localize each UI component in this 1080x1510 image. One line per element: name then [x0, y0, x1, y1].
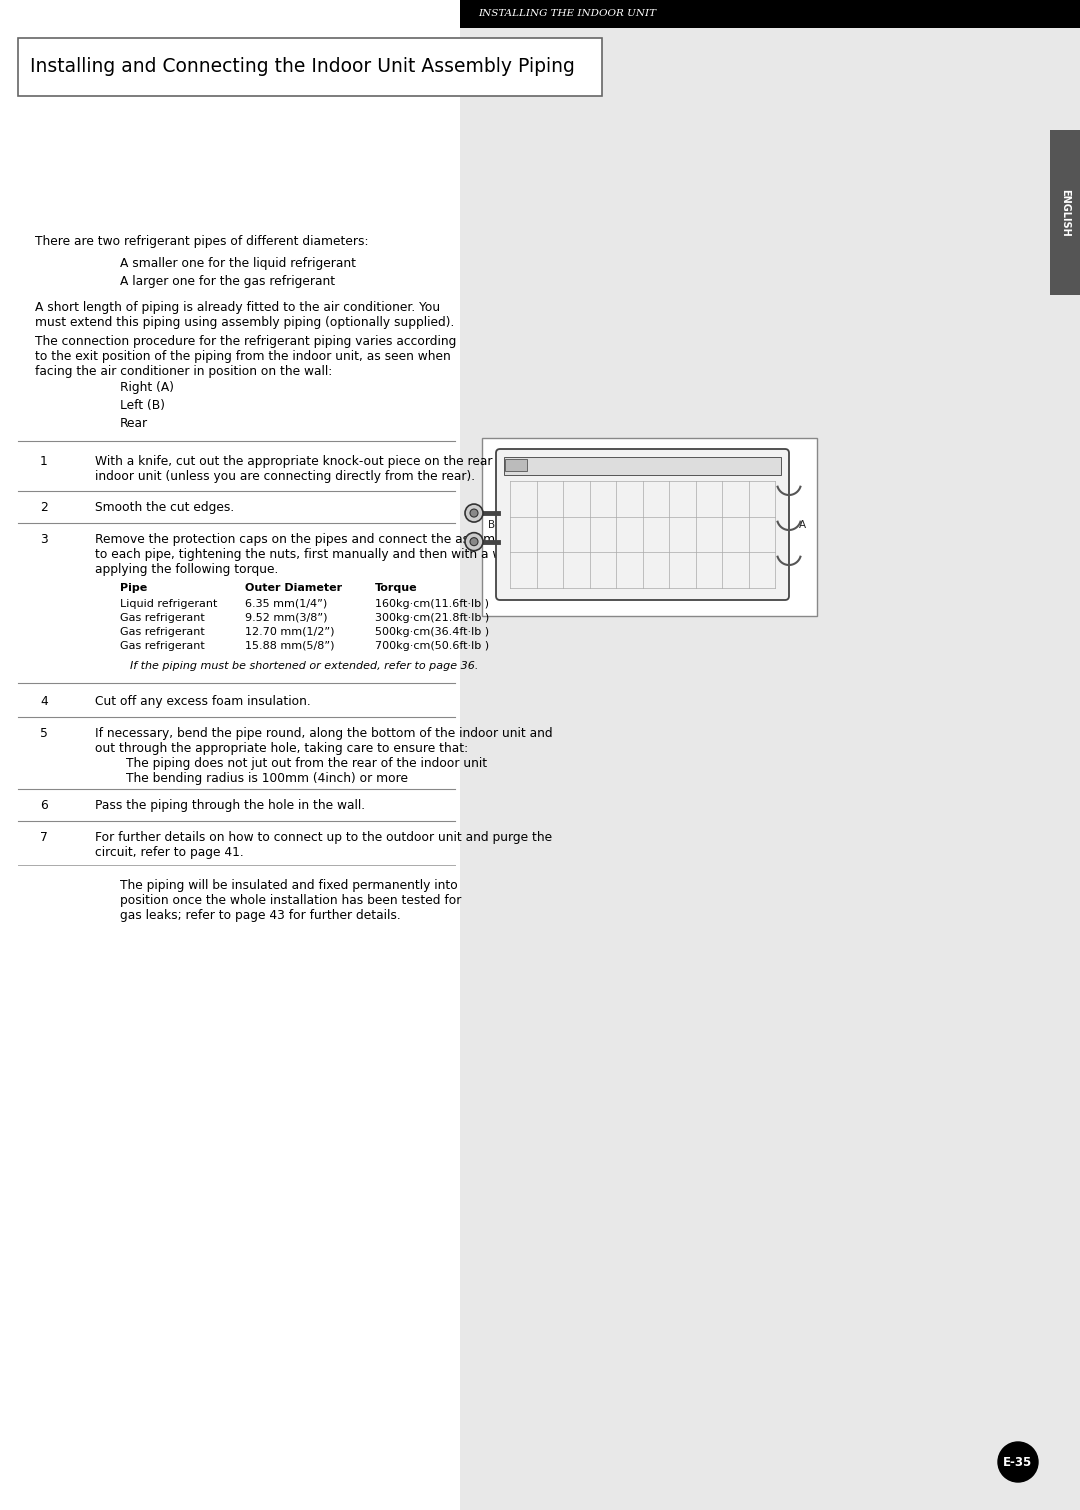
- Text: There are two refrigerant pipes of different diameters:: There are two refrigerant pipes of diffe…: [35, 236, 368, 248]
- Text: 7: 7: [40, 831, 48, 844]
- Text: A short length of piping is already fitted to the air conditioner. You
must exte: A short length of piping is already fitt…: [35, 300, 455, 329]
- Text: 1: 1: [40, 455, 48, 468]
- Text: The connection procedure for the refrigerant piping varies according
to the exit: The connection procedure for the refrige…: [35, 335, 457, 378]
- Text: With a knife, cut out the appropriate knock-out piece on the rear of the
indoor : With a knife, cut out the appropriate kn…: [95, 455, 532, 483]
- Circle shape: [465, 504, 483, 522]
- Text: 2: 2: [40, 501, 48, 513]
- Text: If the piping must be shortened or extended, refer to page 36.: If the piping must be shortened or exten…: [130, 661, 478, 670]
- Text: 4: 4: [40, 695, 48, 708]
- Bar: [505, 459, 527, 471]
- Text: B: B: [488, 519, 495, 530]
- Bar: [1050, 130, 1080, 294]
- Text: 5: 5: [40, 726, 48, 740]
- Text: Gas refrigerant: Gas refrigerant: [120, 642, 205, 651]
- Bar: [460, 0, 1080, 1510]
- Circle shape: [470, 538, 478, 545]
- Bar: [460, 0, 1080, 29]
- Text: 9.52 mm(3/8”): 9.52 mm(3/8”): [245, 613, 327, 624]
- Text: INSTALLING THE INDOOR UNIT: INSTALLING THE INDOOR UNIT: [478, 9, 656, 18]
- Text: Pass the piping through the hole in the wall.: Pass the piping through the hole in the …: [95, 799, 365, 812]
- Circle shape: [465, 533, 483, 551]
- Text: 15.88 mm(5/8”): 15.88 mm(5/8”): [245, 642, 335, 651]
- Bar: [18, 38, 602, 97]
- Text: 500kg·cm(36.4ft·lb ): 500kg·cm(36.4ft·lb ): [375, 627, 489, 637]
- Text: A smaller one for the liquid refrigerant: A smaller one for the liquid refrigerant: [120, 257, 356, 270]
- Text: Outer Diameter: Outer Diameter: [245, 583, 342, 593]
- Text: 12.70 mm(1/2”): 12.70 mm(1/2”): [245, 627, 335, 637]
- Text: 700kg·cm(50.6ft·lb ): 700kg·cm(50.6ft·lb ): [375, 642, 489, 651]
- Text: Right (A): Right (A): [120, 381, 174, 394]
- Text: Smooth the cut edges.: Smooth the cut edges.: [95, 501, 234, 513]
- Text: 6.35 mm(1/4”): 6.35 mm(1/4”): [245, 599, 327, 609]
- Text: A larger one for the gas refrigerant: A larger one for the gas refrigerant: [120, 275, 335, 288]
- Text: ENGLISH: ENGLISH: [1059, 189, 1070, 237]
- Text: If necessary, bend the pipe round, along the bottom of the indoor unit and
out t: If necessary, bend the pipe round, along…: [95, 726, 553, 785]
- Text: 6: 6: [40, 799, 48, 812]
- Text: Cut off any excess foam insulation.: Cut off any excess foam insulation.: [95, 695, 311, 708]
- Text: The piping will be insulated and fixed permanently into
position once the whole : The piping will be insulated and fixed p…: [120, 879, 461, 923]
- Text: Liquid refrigerant: Liquid refrigerant: [120, 599, 217, 609]
- Circle shape: [998, 1442, 1038, 1481]
- Text: Gas refrigerant: Gas refrigerant: [120, 627, 205, 637]
- Text: E-35: E-35: [1003, 1456, 1032, 1469]
- Text: 300kg·cm(21.8ft·lb ): 300kg·cm(21.8ft·lb ): [375, 613, 489, 624]
- Text: Pipe: Pipe: [120, 583, 147, 593]
- Text: Gas refrigerant: Gas refrigerant: [120, 613, 205, 624]
- Bar: [504, 458, 781, 476]
- Text: For further details on how to connect up to the outdoor unit and purge the
circu: For further details on how to connect up…: [95, 831, 552, 859]
- Text: 3: 3: [40, 533, 48, 547]
- Text: Torque: Torque: [375, 583, 418, 593]
- Text: Left (B): Left (B): [120, 399, 165, 412]
- Bar: [0, 0, 460, 1510]
- FancyBboxPatch shape: [496, 448, 789, 599]
- Text: Rear: Rear: [120, 417, 148, 430]
- Bar: [482, 438, 816, 616]
- Text: A: A: [799, 519, 806, 530]
- Text: Installing and Connecting the Indoor Unit Assembly Piping: Installing and Connecting the Indoor Uni…: [30, 57, 575, 77]
- Text: Remove the protection caps on the pipes and connect the assembly piping
to each : Remove the protection caps on the pipes …: [95, 533, 555, 575]
- Circle shape: [470, 509, 478, 516]
- Text: 160kg·cm(11.6ft·lb ): 160kg·cm(11.6ft·lb ): [375, 599, 489, 609]
